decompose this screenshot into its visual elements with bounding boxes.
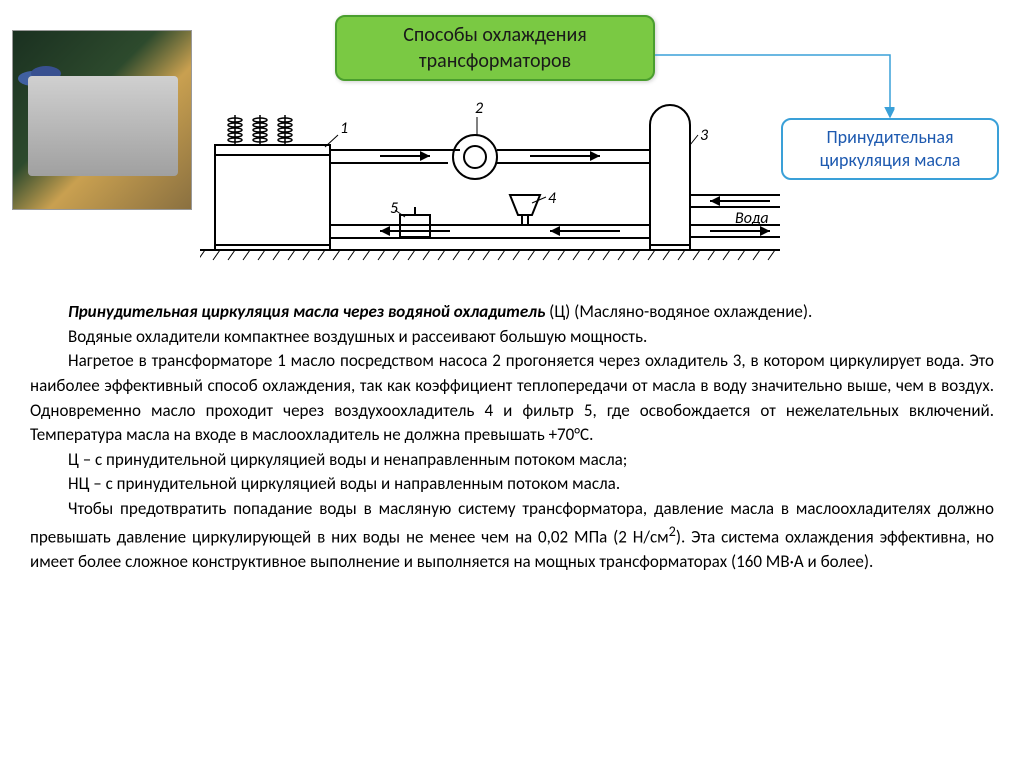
title-box: Способы охлаждения трансформаторов xyxy=(335,15,655,81)
schematic-label-4: 4 xyxy=(548,189,557,208)
header-region: Способы охлаждения трансформаторов Прину… xyxy=(0,0,1024,280)
schematic-label-2: 2 xyxy=(475,99,483,118)
subtitle-line2: циркуляция масла xyxy=(820,149,961,171)
schematic-label-3: 3 xyxy=(700,126,709,145)
schematic-water-label: Вода xyxy=(735,209,769,228)
subtitle-box: Принудительная циркуляция масла xyxy=(781,118,999,180)
title-line2: трансформаторов xyxy=(419,49,571,73)
p1-rest: (Ц) (Масляно-водяное охлаждение). xyxy=(545,301,812,322)
schematic-label-5: 5 xyxy=(390,199,398,218)
photo-detail xyxy=(28,76,178,176)
paragraph-6: Чтобы предотвратить попадание воды в мас… xyxy=(30,497,994,575)
paragraph-2: Водяные охладители компактнее воздушных … xyxy=(30,325,994,350)
paragraph-3: Нагретое в трансформаторе 1 масло посред… xyxy=(30,349,994,448)
subtitle-line1: Принудительная xyxy=(826,126,953,148)
schematic-label-1: 1 xyxy=(340,119,348,138)
transformer-photo xyxy=(12,30,192,210)
paragraph-5: НЦ – с принудительной циркуляцией воды и… xyxy=(30,472,994,497)
paragraph-1: Принудительная циркуляция масла через во… xyxy=(30,300,994,325)
title-line1: Способы охлаждения xyxy=(403,23,587,47)
body-text: Принудительная циркуляция масла через во… xyxy=(0,280,1024,585)
paragraph-4: Ц – с принудительной циркуляцией воды и … xyxy=(30,448,994,473)
p1-bold: Принудительная циркуляция масла через во… xyxy=(68,301,545,322)
p6-sup: 2 xyxy=(669,523,676,540)
cooling-schematic: 1 2 3 4 5 Вода xyxy=(200,95,780,265)
